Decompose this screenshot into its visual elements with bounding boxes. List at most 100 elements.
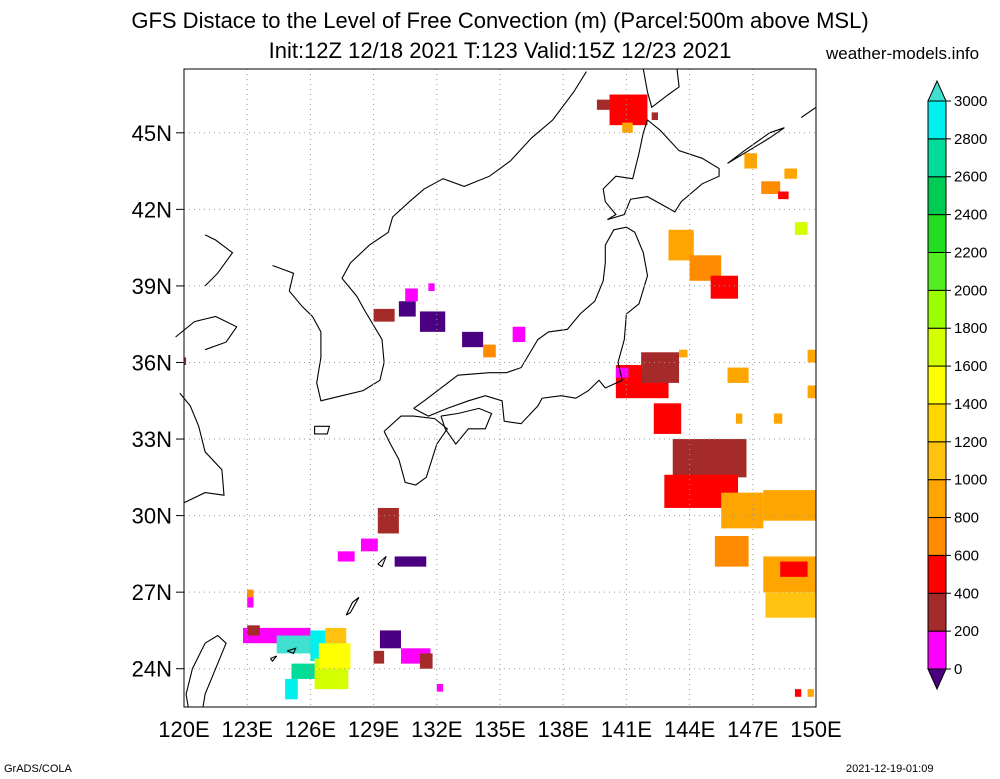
coastline-17 <box>269 655 278 662</box>
field-patch-10 <box>794 222 808 235</box>
field-patch-1 <box>596 99 610 110</box>
field-patch-29 <box>765 592 816 618</box>
coastline-9 <box>413 226 649 425</box>
field-patch-50 <box>285 678 298 700</box>
colorbar-low-arrow <box>927 668 947 691</box>
colorbar-label-2600: 2600 <box>954 169 987 186</box>
field-patch-17 <box>483 344 496 358</box>
colorbar-segment-6 <box>927 403 947 443</box>
lon-tick-labels: 120E 123E 126E 129E 132E 135E 138E 141E 144E 147E… <box>158 717 841 742</box>
field-patch-59 <box>807 689 814 697</box>
site-credit: weather-models.info <box>826 44 980 63</box>
coastline-4 <box>272 201 410 402</box>
colorbar-segment-14 <box>927 100 947 140</box>
field-patch-3 <box>651 112 658 121</box>
lat-tick-30N: 30N <box>132 504 172 529</box>
field-patches <box>184 94 816 700</box>
lat-tick-36N: 36N <box>132 350 172 375</box>
colorbar-label-2200: 2200 <box>954 244 987 261</box>
lon-tick-141E: 141E <box>601 717 652 742</box>
field-patch-53 <box>419 653 433 669</box>
field-patch-40 <box>337 551 355 562</box>
field-patch-57 <box>436 684 444 692</box>
lon-tick-123E: 123E <box>222 717 273 742</box>
lat-tick-39N: 39N <box>132 274 172 299</box>
field-patch-38 <box>377 507 399 534</box>
field-patch-55 <box>247 592 254 608</box>
colorbar-label-1400: 1400 <box>954 396 987 413</box>
field-patch-35 <box>773 413 783 424</box>
colorbar-label-2000: 2000 <box>954 282 987 299</box>
field-patch-21 <box>641 352 680 383</box>
lat-tick-27N: 27N <box>132 580 172 605</box>
field-patch-13 <box>419 311 446 332</box>
lon-tick-144E: 144E <box>664 717 715 742</box>
coastline-2 <box>175 315 238 351</box>
field-patch-0 <box>609 94 648 126</box>
field-patch-7 <box>744 153 758 169</box>
map-frame <box>183 68 817 708</box>
colorbar-segment-11 <box>927 214 947 253</box>
field-patch-41 <box>394 556 427 567</box>
colorbar-segment-1 <box>927 592 947 632</box>
colorbar-label-0: 0 <box>954 661 962 678</box>
field-patch-8 <box>761 181 781 195</box>
field-patch-9 <box>784 168 798 179</box>
colorbar-segment-5 <box>927 441 947 481</box>
field-patch-25 <box>721 492 764 529</box>
lat-tick-labels: 24N 27N 30N 33N 36N 39N 42N 45N <box>132 121 172 682</box>
footer-timestamp: 2021-12-19-01:09 <box>846 763 934 775</box>
colorbar-segment-0 <box>927 630 947 670</box>
coastline-1 <box>179 392 225 504</box>
colorbar-segment-10 <box>927 251 947 291</box>
lon-tick-132E: 132E <box>411 717 462 742</box>
lon-tick-150E: 150E <box>790 717 841 742</box>
colorbar-segment-9 <box>927 289 947 329</box>
field-patch-34 <box>735 413 743 424</box>
coastline-14 <box>345 596 360 616</box>
field-patch-22 <box>653 403 682 434</box>
field-patch-11 <box>778 191 789 200</box>
lon-tick-138E: 138E <box>538 717 589 742</box>
field-patch-36 <box>807 385 816 399</box>
colorbar-label-3000: 3000 <box>954 93 987 110</box>
coastline-7 <box>383 415 449 486</box>
colorbar-segment-13 <box>927 138 947 178</box>
field-patch-23 <box>672 439 747 478</box>
field-patch-2 <box>622 122 633 133</box>
field-patch-58 <box>794 689 802 697</box>
coastline-15 <box>377 555 387 568</box>
field-patch-31 <box>727 367 749 383</box>
field-patch-27 <box>714 536 749 567</box>
field-patch-33 <box>679 349 688 358</box>
lon-tick-120E: 120E <box>158 717 209 742</box>
field-patch-43 <box>247 625 260 636</box>
field-patch-30 <box>780 561 808 577</box>
colorbar-label-2400: 2400 <box>954 207 987 224</box>
colorbar-label-2800: 2800 <box>954 131 987 148</box>
coastline-0 <box>185 634 227 708</box>
field-patch-49 <box>325 627 347 644</box>
field-patch-39 <box>360 538 378 552</box>
field-patch-37 <box>615 367 629 378</box>
coastline-5 <box>314 425 331 435</box>
coastline-10 <box>602 119 720 221</box>
lat-tick-45N: 45N <box>132 121 172 146</box>
coastline-12 <box>727 127 785 164</box>
coastline-13 <box>800 106 817 118</box>
map-subtitle: Init:12Z 12/18 2021 T:123 Valid:15Z 12/2… <box>268 38 732 63</box>
field-patch-14 <box>373 308 395 322</box>
field-patch-16 <box>462 331 484 348</box>
field-patch-15 <box>405 288 418 302</box>
colorbar: 0 200 400 600 800 1000 1200 1400 1600 1800 2000 220… <box>927 79 987 691</box>
colorbar-label-1600: 1600 <box>954 358 987 375</box>
coastline-3 <box>204 234 234 287</box>
coastline-8 <box>440 407 493 446</box>
field-patch-18 <box>512 326 526 343</box>
colorbar-label-800: 800 <box>954 510 979 527</box>
lon-tick-135E: 135E <box>474 717 525 742</box>
colorbar-label-400: 400 <box>954 585 979 602</box>
colorbar-label-1800: 1800 <box>954 320 987 337</box>
colorbar-segment-2 <box>927 554 947 594</box>
field-patch-60 <box>184 357 187 366</box>
